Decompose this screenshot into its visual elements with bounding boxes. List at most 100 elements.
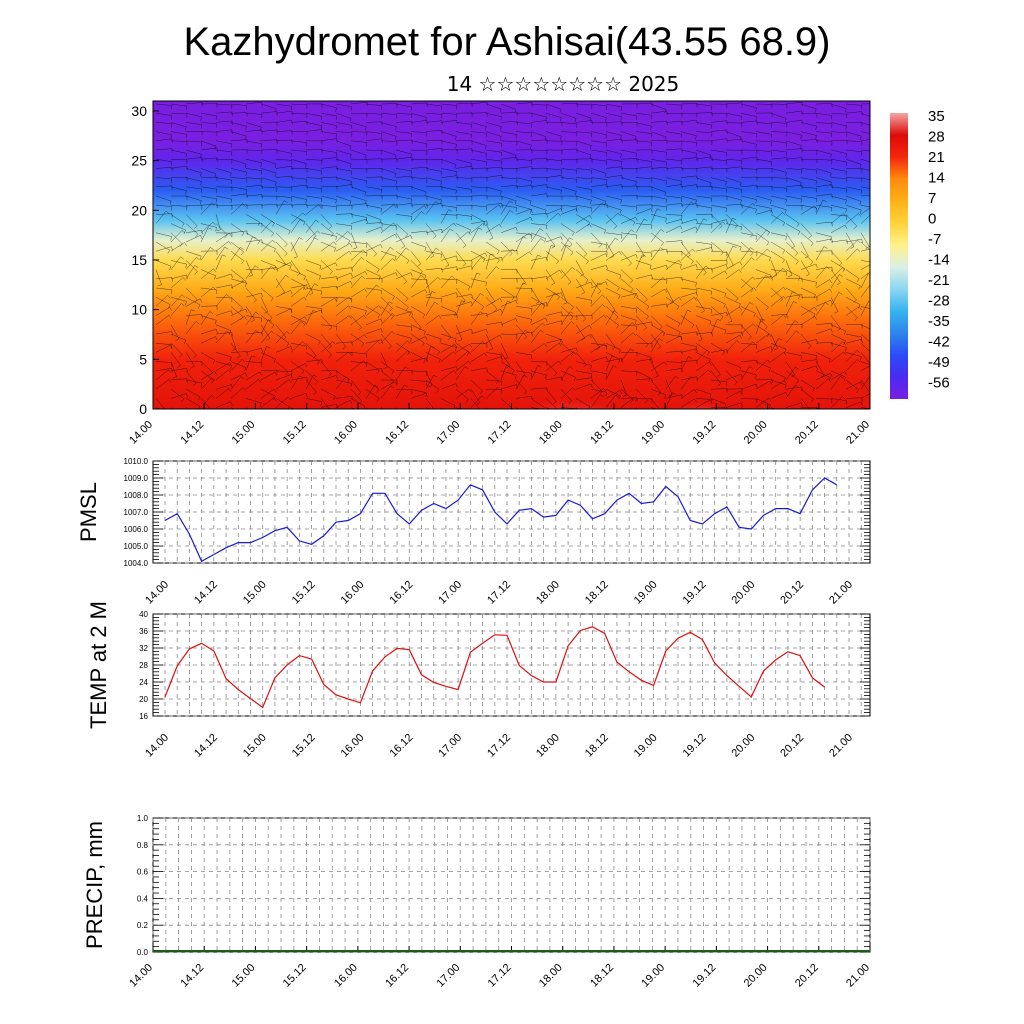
cross-section-x-tick-label: 20.12 [793,419,821,447]
x-tick-label: 19.00 [632,579,660,607]
x-tick-label: 19.12 [681,579,709,607]
x-tick-label: 14.12 [192,579,220,607]
y-tick-label: 1004.0 [124,559,149,568]
x-tick-label: 14.00 [143,579,171,607]
wind-barbs [155,101,870,409]
y-tick-label: 0 [139,401,147,417]
precipitation-axis-label: PRECIP, mm [82,821,107,949]
colorbar-label: 14 [928,170,945,187]
y-tick-label: 32 [139,644,148,653]
precipitation-grid [152,817,871,953]
x-tick-label: 18.12 [583,579,611,607]
precipitation-x-tick-label: 15.00 [230,962,258,990]
x-tick-label: 15.00 [241,579,269,607]
precipitation-x-tick-label: 14.12 [178,962,206,990]
colorbar-fill [890,113,908,399]
x-tick-label: 17.00 [436,732,464,760]
pmsl-axis-label: PMSL [76,482,101,542]
y-tick-label: 10 [131,302,147,318]
x-tick-label: 21.00 [827,579,855,607]
precipitation-x-tick-label: 15.12 [281,962,309,990]
cross-section-x-tick-label: 14.12 [178,419,206,447]
x-tick-label: 19.00 [632,732,660,760]
cross-section-x-tick-label: 17.12 [486,419,514,447]
precipitation-x-tick-label: 17.12 [486,962,514,990]
y-tick-label: 25 [131,153,147,169]
y-tick-label: 5 [139,351,147,367]
precipitation-x-tick-label: 19.00 [639,962,667,990]
y-tick-label: 15 [131,252,147,268]
colorbar-label: -7 [928,231,941,248]
colorbar-label: 7 [928,190,936,207]
colorbar-label: -21 [928,272,950,289]
y-tick-label: 0.6 [137,868,149,877]
cross-section-x-tick-label: 18.00 [537,419,565,447]
colorbar-label: 21 [928,149,945,166]
y-tick-label: 24 [139,678,148,687]
cross-section-fill [153,101,870,409]
x-tick-label: 17.12 [485,732,513,760]
colorbar-label: -42 [928,334,950,351]
colorbar-label: -35 [928,313,950,330]
x-tick-label: 15.00 [241,732,269,760]
x-tick-label: 20.00 [729,732,757,760]
cross-section-x-tick-label: 19.12 [691,419,719,447]
cross-section-x-tick-label: 19.00 [639,419,667,447]
y-tick-label: 20 [131,202,147,218]
y-tick-label: 16 [139,712,148,721]
cross-section-x-tick-label: 16.00 [332,419,360,447]
x-tick-label: 20.12 [778,579,806,607]
cross-section-x-tick-label: 15.00 [230,419,258,447]
x-tick-label: 20.00 [729,579,757,607]
precipitation-x-tick-label: 17.00 [434,962,462,990]
x-tick-label: 15.12 [290,579,318,607]
y-tick-label: 0.0 [137,948,149,957]
y-tick-label: 1008.0 [124,491,149,500]
chart-subtitle: 14 ☆☆☆☆☆☆☆☆ 2025 [447,72,680,96]
cross-section-panel: 0 5 10 15 20 25 30 14.00 14.12 15.00 15.12 16.00 16… [127,100,872,447]
cross-section-x-tick-label: 17.00 [434,419,462,447]
pmsl-plot-area [152,460,871,564]
x-tick-label: 18.00 [534,579,562,607]
x-tick-label: 19.12 [681,732,709,760]
x-tick-label: 16.12 [387,579,415,607]
precipitation-x-tick-label: 18.12 [588,962,616,990]
y-tick-label: 1009.0 [124,474,149,483]
cross-section-x-axis: 14.00 14.12 15.00 15.12 16.00 16.12 17.00 17.12… [127,403,872,447]
warm-spot [500,364,640,409]
cross-section-y-axis: 0 5 10 15 20 25 30 [131,103,159,417]
x-tick-label: 15.12 [290,732,318,760]
temperature-axis-label: TEMP at 2 M [86,601,111,729]
x-tick-label: 21.00 [827,732,855,760]
warm-spots [500,364,740,409]
warm-spot [660,379,740,409]
y-tick-label: 1.0 [137,814,149,823]
temperature-series-line [164,626,825,709]
x-tick-label: 17.12 [485,579,513,607]
cross-section-x-tick-label: 18.12 [588,419,616,447]
pmsl-series-line [164,477,838,563]
x-tick-label: 14.12 [192,732,220,760]
cross-section-x-tick-label: 15.12 [281,419,309,447]
y-tick-label: 30 [131,103,147,119]
cross-section-x-tick-label: 20.00 [742,419,770,447]
colorbar-label: -14 [928,252,950,269]
precipitation-x-tick-label: 18.00 [537,962,565,990]
precipitation-x-tick-label: 16.00 [332,962,360,990]
y-tick-label: 28 [139,661,148,670]
x-tick-label: 14.00 [143,732,171,760]
cross-section-x-tick-label: 21.00 [844,419,872,447]
pmsl-panel: 1004.0 1005.0 1006.0 1007.0 1008.0 1009.0 1010… [76,457,871,607]
colorbar-label: 0 [928,211,936,228]
precipitation-x-tick-label: 16.12 [383,962,411,990]
x-tick-label: 17.00 [436,579,464,607]
colorbar-labels: 35 28 21 14 7 0 -7 -14 -21 -28 -35 -42 -49 -56 [928,108,950,392]
colorbar-label: 35 [928,108,945,125]
x-tick-label: 16.12 [387,732,415,760]
y-tick-label: 1007.0 [124,508,149,517]
temperature-panel: 16 20 24 28 32 36 40 14.00 14.12 15.00 15.12 16.00 1… [86,601,871,760]
x-tick-label: 18.12 [583,732,611,760]
colorbar-label: -56 [928,375,950,392]
y-tick-label: 36 [139,627,148,636]
